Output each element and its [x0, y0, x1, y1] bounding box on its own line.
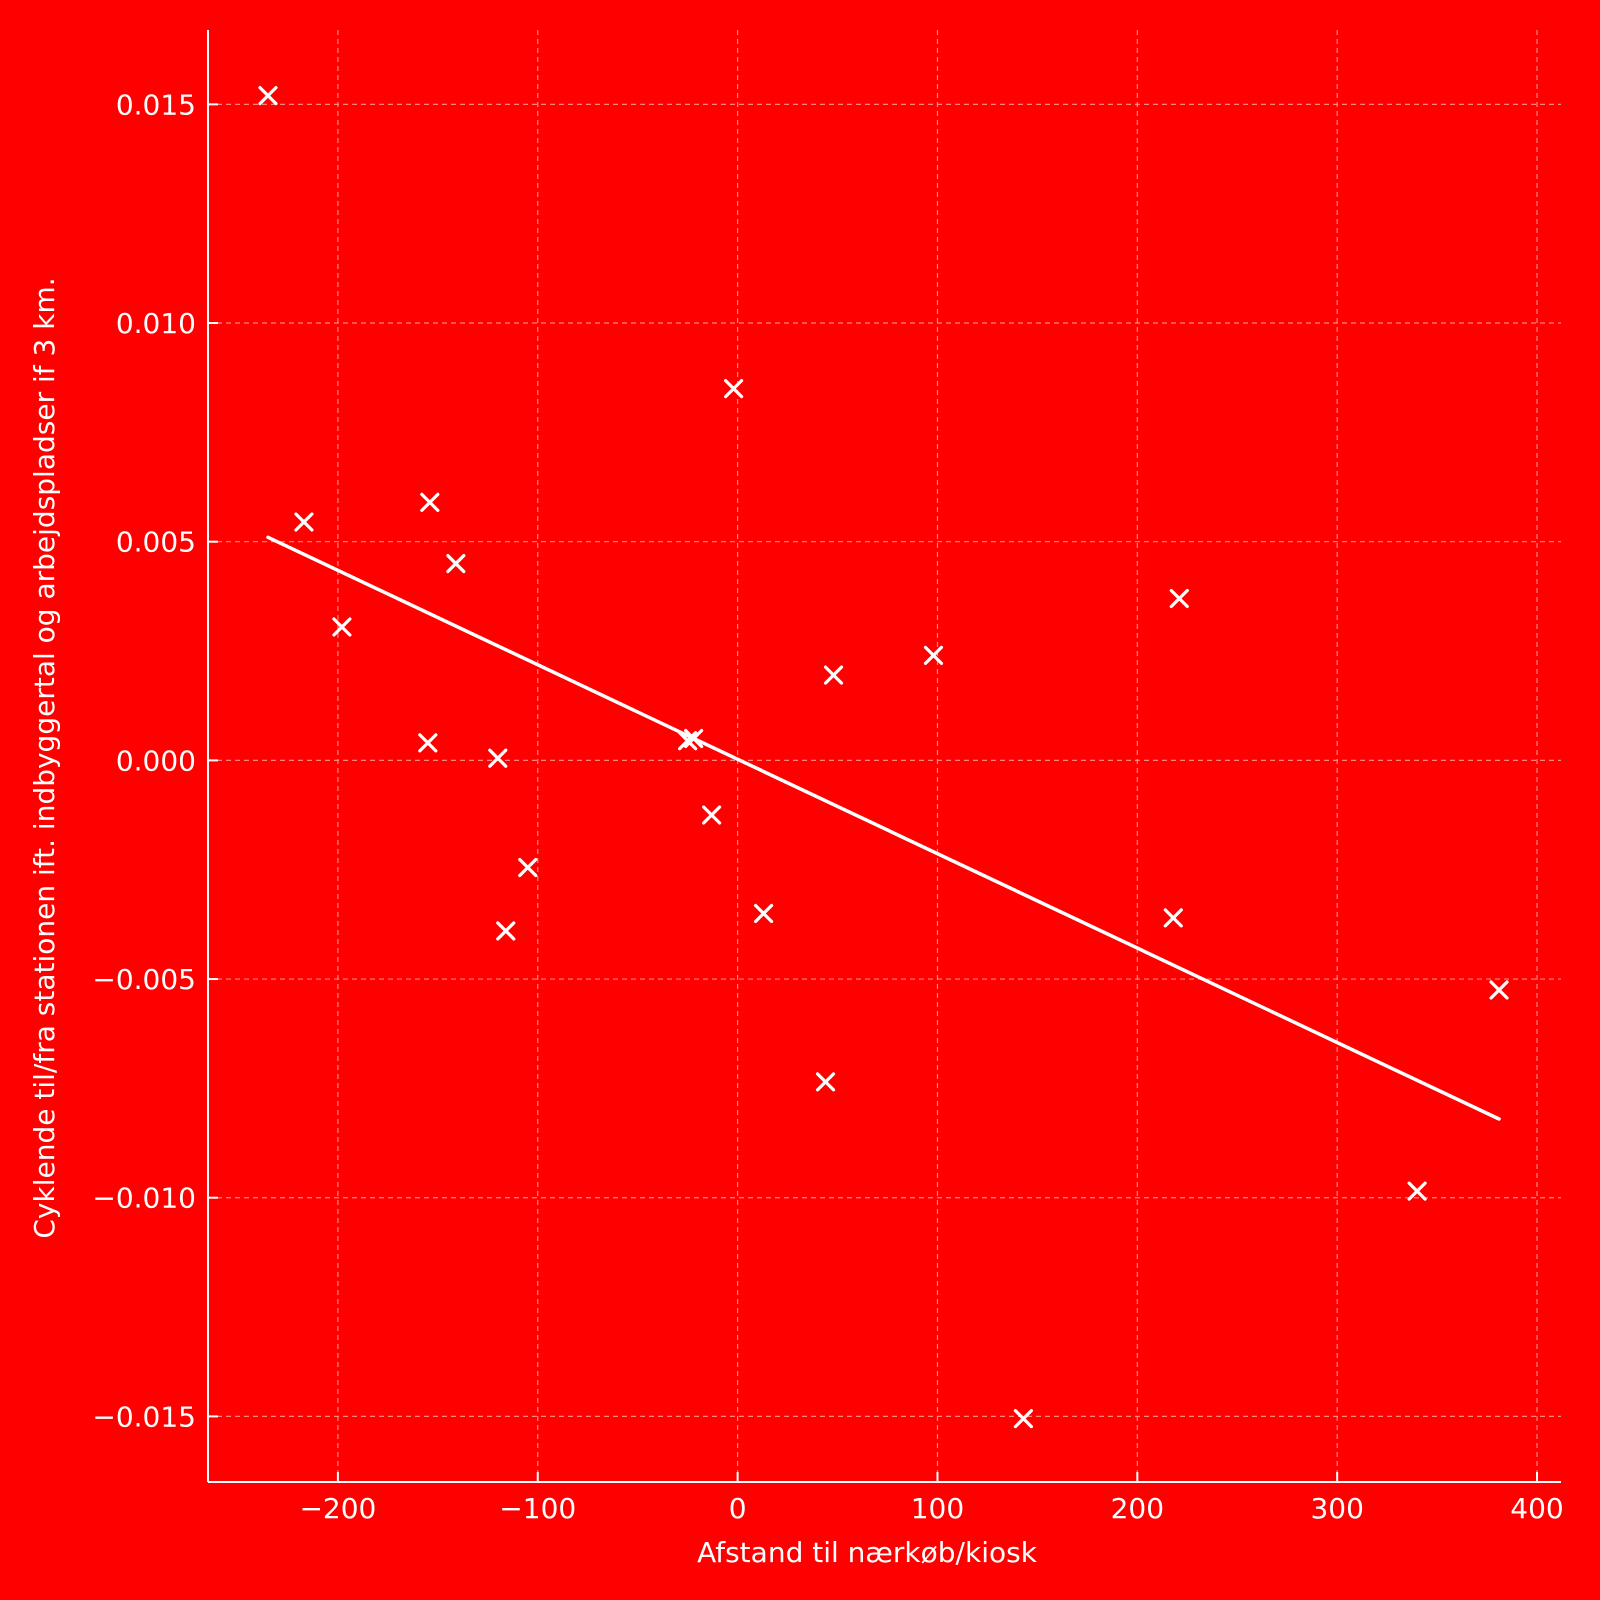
- data-point-stroke: [1407, 1181, 1427, 1201]
- data-point-stroke: [702, 805, 722, 825]
- data-point: [702, 805, 722, 825]
- data-point: [294, 512, 314, 532]
- x-axis-label: Afstand til nærkøb/kiosk: [697, 1536, 1038, 1569]
- data-point-stroke: [1489, 980, 1509, 1000]
- data-point-stroke: [923, 645, 944, 666]
- data-point: [418, 733, 438, 753]
- data-point-stroke: [815, 1072, 836, 1092]
- data-point-stroke: [823, 665, 844, 685]
- data-point-stroke: [488, 748, 508, 768]
- x-tick-label: −200: [299, 1492, 376, 1525]
- data-point: [1169, 588, 1189, 609]
- data-point-stroke: [1169, 588, 1189, 609]
- data-point: [753, 903, 774, 924]
- y-tick-label: 0.005: [116, 526, 196, 559]
- x-tick-label: 0: [729, 1492, 747, 1525]
- ticks: −200 −100 0 100 200 300 400 −0.015 −0.010 −0.005 0…: [92, 88, 1563, 1525]
- x-tick-label: 300: [1310, 1492, 1363, 1525]
- y-tick-label: 0.000: [116, 744, 196, 777]
- grid: [208, 30, 1561, 1482]
- data-point-stroke: [753, 903, 774, 924]
- data-point: [496, 921, 516, 941]
- data-point-stroke: [446, 553, 466, 574]
- data-point: [258, 86, 278, 106]
- data-point-stroke: [518, 857, 538, 878]
- data-point: [1407, 1181, 1427, 1201]
- x-tick-label: 400: [1510, 1492, 1563, 1525]
- x-tick-label: 200: [1111, 1492, 1164, 1525]
- data-point: [332, 617, 352, 637]
- data-point-stroke: [1163, 908, 1183, 928]
- data-point-stroke: [678, 731, 698, 751]
- x-tick-label: 100: [911, 1492, 964, 1525]
- data-point-stroke: [332, 617, 352, 637]
- data-point-stroke: [724, 379, 744, 399]
- data-point: [1489, 980, 1509, 1000]
- data-point-stroke: [496, 921, 516, 941]
- data-point-stroke: [294, 512, 314, 532]
- y-tick-label: −0.005: [92, 963, 196, 996]
- y-tick-label: 0.015: [116, 88, 196, 121]
- data-point: [823, 665, 844, 685]
- data-point: [1163, 908, 1183, 928]
- y-tick-label: 0.010: [116, 307, 196, 340]
- y-tick-label: −0.015: [92, 1400, 196, 1433]
- data-point: [724, 379, 744, 399]
- regression-line: [266, 535, 1501, 1121]
- data-point: [1013, 1408, 1033, 1429]
- data-point-stroke: [684, 728, 704, 749]
- data-point: [446, 553, 466, 574]
- data-point-stroke: [420, 492, 440, 512]
- data-point: [678, 731, 698, 751]
- data-point: [420, 492, 440, 512]
- data-point-stroke: [418, 733, 438, 753]
- axes: [207, 30, 1561, 1483]
- data-point-stroke: [1013, 1408, 1033, 1429]
- y-tick-label: −0.010: [92, 1182, 196, 1215]
- x-tick-label: −100: [499, 1492, 576, 1525]
- regression-line-series: [266, 535, 1501, 1121]
- data-point: [684, 728, 704, 749]
- data-point: [518, 857, 538, 878]
- data-point: [488, 748, 508, 768]
- y-axis-label: Cyklende til/fra stationen ift. indbygge…: [28, 277, 61, 1238]
- scatter-points-series: [258, 86, 1509, 1429]
- data-point: [815, 1072, 836, 1092]
- data-point-stroke: [258, 86, 278, 106]
- data-point: [923, 645, 944, 666]
